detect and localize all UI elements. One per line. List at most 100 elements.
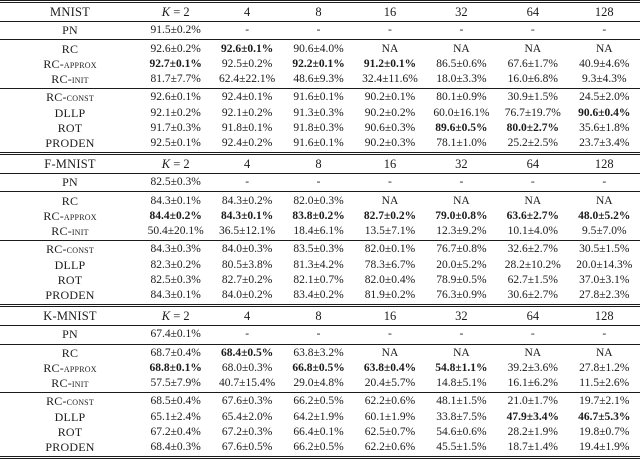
table-cell: 91.2±0.1% [363, 57, 417, 70]
table-row: PRODEN 92.5±0.1% 92.4±0.2% 91.6±0.1% 90.2±0.… [0, 136, 640, 152]
table-cell: NA [381, 194, 399, 207]
table-cell: 92.4±0.1% [221, 91, 273, 104]
table-cell: 83.8±0.2% [292, 209, 345, 222]
table-cell: 84.3±0.2% [221, 194, 273, 207]
table-cell: 39.2±3.6% [507, 361, 559, 374]
table-cell: 12.3±9.2% [436, 225, 487, 237]
header-row: K-MNIST K = 2 4 8 16 32 64 128 [0, 306, 640, 326]
table-cell: 30.5±1.5% [579, 243, 630, 256]
method-label: RC-approx [43, 208, 97, 223]
table-cell: 68.7±0.4% [150, 346, 201, 359]
method-label: RC-approx [43, 56, 97, 71]
method-label: RC-const [46, 394, 94, 409]
table-row: RC-init 81.7±7.7% 62.4±22.1% 48.6±9.3% 32.4±… [0, 72, 640, 89]
table-cell: 67.6±0.3% [221, 395, 273, 408]
table-cell: 45.5±1.5% [436, 441, 487, 453]
table-cell: 54.8±1.1% [435, 361, 488, 374]
table-cell: NA [453, 194, 470, 207]
k-variable: K [161, 309, 171, 324]
table-cell: 91.3±0.3% [293, 106, 344, 119]
column-header: 8 [315, 157, 322, 172]
table-cell: 76.7±19.7% [504, 106, 561, 119]
table-cell: 80.1±0.9% [436, 91, 487, 104]
table-cell: 19.7±2.1% [579, 395, 630, 408]
table-cell: NA [453, 346, 470, 359]
table-cell: 92.1±0.2% [221, 106, 273, 119]
table-cell: 92.1±0.2% [150, 106, 201, 119]
method-label: ROT [57, 120, 83, 135]
table-row: ROT 67.2±0.4% 67.2±0.3% 66.4±0.1% 62.5±0.7% 5… [0, 425, 640, 440]
table-cell: 16.0±6.8% [507, 72, 559, 85]
table-cell: 30.6±2.7% [507, 288, 559, 301]
table-cell: 60.1±1.9% [364, 410, 416, 423]
column-header-k: K = 2 [161, 157, 190, 172]
table-cell: NA [381, 42, 399, 55]
table-cell: 54.6±0.6% [436, 425, 487, 438]
table-cell: 66.8±0.5% [292, 361, 345, 374]
table-row: PN 67.4±0.1% - - - - - - [0, 326, 640, 344]
table-row: RC-const 68.5±0.4% 67.6±0.3% 66.2±0.5% 62.2±… [0, 393, 640, 410]
table-cell: - [316, 328, 321, 341]
column-header: 32 [455, 5, 468, 19]
k-variable: K [161, 5, 171, 19]
table-cell: 83.5±0.3% [293, 243, 344, 256]
method-label: RC-const [46, 242, 94, 257]
table-cell: 60.0±16.1% [433, 106, 490, 119]
table-cell: 19.4±1.9% [579, 441, 630, 453]
table-cell: 82.7±0.2% [221, 273, 273, 286]
table-cell: 81.3±4.2% [293, 258, 344, 271]
table-cell: 89.6±0.5% [435, 121, 488, 134]
table-cell: 78.1±1.0% [436, 136, 487, 149]
column-header-k: K = 2 [161, 5, 190, 19]
table-cell: 84.4±0.2% [149, 209, 202, 222]
table-cell: 66.2±0.5% [293, 395, 344, 408]
column-header: 128 [594, 309, 614, 324]
method-label: RC [61, 193, 79, 208]
column-header: 32 [455, 309, 468, 324]
method-label: DLLP [54, 409, 86, 424]
table-cell: 91.7±0.3% [150, 121, 201, 134]
table-cell: - [459, 328, 464, 341]
table-cell: 82.5±0.3% [150, 273, 201, 286]
table-cell: 10.1±4.0% [507, 225, 559, 237]
method-label: PN [62, 327, 78, 342]
method-label: PN [62, 175, 78, 190]
table-cell: 62.2±0.6% [364, 441, 416, 453]
table-cell: NA [524, 42, 542, 55]
method-label: RC-init [51, 71, 89, 86]
table-cell: - [459, 24, 464, 37]
table-cell: NA [524, 346, 542, 359]
table-cell: 80.5±3.8% [221, 258, 273, 271]
table-cell: 20.0±5.2% [436, 258, 487, 271]
table-cell: 82.5±0.3% [150, 176, 201, 189]
table-cell: 40.9±4.6% [579, 57, 630, 70]
table-cell: 82.7±0.2% [363, 209, 417, 222]
section-table-k-mnist: K-MNIST K = 2 4 8 16 32 64 128 PN 67.4±0.1% - - - - - -… [0, 304, 640, 456]
table-cell: 30.9±1.5% [507, 91, 559, 104]
table-cell: 9.3±4.3% [581, 72, 627, 85]
table-cell: 48.6±9.3% [293, 72, 344, 85]
table-cell: 91.6±0.1% [293, 91, 344, 104]
table-cell: 84.0±0.3% [221, 243, 273, 256]
header-row: MNIST K = 2 4 8 16 32 64 128 [0, 2, 640, 22]
method-label: ROT [57, 424, 83, 439]
method-label: PN [62, 23, 78, 38]
table-cell: 79.0±0.8% [435, 209, 488, 222]
table-cell: 62.4±22.1% [219, 72, 276, 85]
method-label: RC-const [46, 90, 94, 105]
method-label: PRODEN [45, 287, 95, 302]
dataset-label: K-MNIST [43, 309, 97, 324]
table-cell: 81.7±7.7% [150, 72, 201, 85]
table-row: RC-const 92.6±0.1% 92.4±0.1% 91.6±0.1% 90.2±… [0, 89, 640, 106]
column-header: 16 [383, 157, 397, 172]
table-row: ROT 82.5±0.3% 82.7±0.2% 82.1±0.7% 82.0±0.4% 7… [0, 273, 640, 288]
column-header: 4 [244, 309, 251, 324]
table-cell: 92.6±0.1% [220, 42, 274, 55]
table-cell: 92.5±0.2% [221, 57, 273, 70]
method-label: PRODEN [45, 440, 95, 454]
table-cell: - [530, 176, 535, 189]
table-cell: 90.6±0.4% [578, 106, 631, 119]
table-cell: 82.0±0.1% [364, 243, 416, 256]
table-cell: - [602, 24, 607, 37]
table-cell: 80.0±2.7% [506, 121, 559, 134]
